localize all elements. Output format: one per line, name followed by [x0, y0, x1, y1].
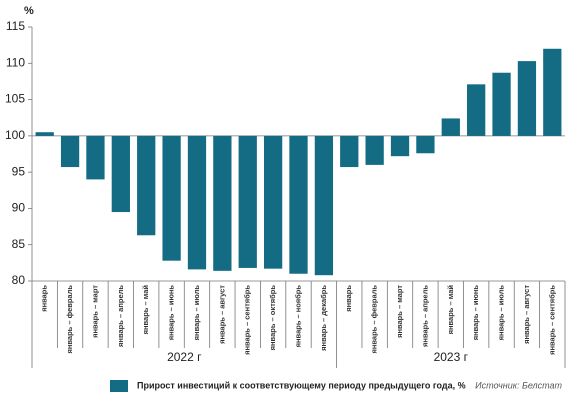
y-axis-label: % [24, 5, 34, 17]
x-tick-label: январь – июнь [167, 285, 176, 341]
bar [187, 135, 207, 270]
x-tick-label: январь [344, 285, 353, 312]
bar [35, 132, 54, 136]
x-tick-label: январь – декабрь [319, 285, 328, 351]
bar [263, 135, 283, 269]
y-tick-label: 100 [5, 128, 25, 142]
bar [162, 135, 181, 261]
y-tick-label: 80 [12, 273, 26, 287]
group-label: 2023 г [434, 350, 469, 364]
bar [416, 135, 435, 154]
x-tick-label: январь – апрель [420, 285, 429, 347]
x-tick-label: январь – ноябрь [293, 285, 302, 348]
x-tick-label: январь – февраль [65, 285, 74, 354]
bar [365, 135, 384, 165]
x-tick-label: январь – май [446, 285, 455, 335]
x-tick-label: январь – август [522, 285, 531, 344]
x-tick-label: январь – сентябрь [547, 285, 556, 355]
y-tick-label: 85 [12, 237, 26, 251]
bar [111, 135, 130, 213]
y-tick-label: 105 [5, 92, 25, 106]
bar [213, 135, 232, 271]
x-tick-label: январь – июль [192, 285, 201, 341]
bar [543, 48, 562, 136]
y-tick-label: 110 [6, 55, 25, 69]
bar [441, 118, 460, 136]
y-tick-label: 115 [6, 19, 25, 33]
source: Источник: Белстат [475, 380, 562, 390]
x-tick-label: январь – май [141, 285, 150, 335]
bar [390, 135, 410, 157]
bar [517, 61, 537, 136]
y-tick-label: 95 [12, 164, 26, 178]
bar [314, 135, 334, 276]
x-tick-label: январь – июль [497, 285, 506, 341]
bar [60, 135, 80, 168]
bar [492, 72, 511, 136]
group-label: 2022 г [167, 350, 202, 364]
bar [289, 135, 308, 274]
x-tick-label: январь – сентябрь [243, 285, 252, 355]
x-tick-label: январь – август [217, 285, 226, 344]
bar [340, 135, 359, 168]
x-tick-label: январь – февраль [370, 285, 379, 354]
bar [137, 135, 156, 236]
bar [467, 84, 486, 136]
x-tick-label: январь – июнь [471, 285, 480, 341]
x-tick-label: январь – октябрь [268, 285, 277, 351]
bar [238, 135, 257, 268]
x-tick-label: январь – март [90, 285, 99, 338]
legend-label: Прирост инвестиций к соответствующему пе… [137, 380, 466, 390]
y-tick-label: 90 [12, 201, 26, 215]
x-tick-label: январь – март [395, 285, 404, 338]
x-tick-label: январь – апрель [116, 285, 125, 347]
x-tick-label: январь [40, 285, 49, 312]
bar [86, 135, 105, 180]
legend-swatch [110, 380, 128, 392]
